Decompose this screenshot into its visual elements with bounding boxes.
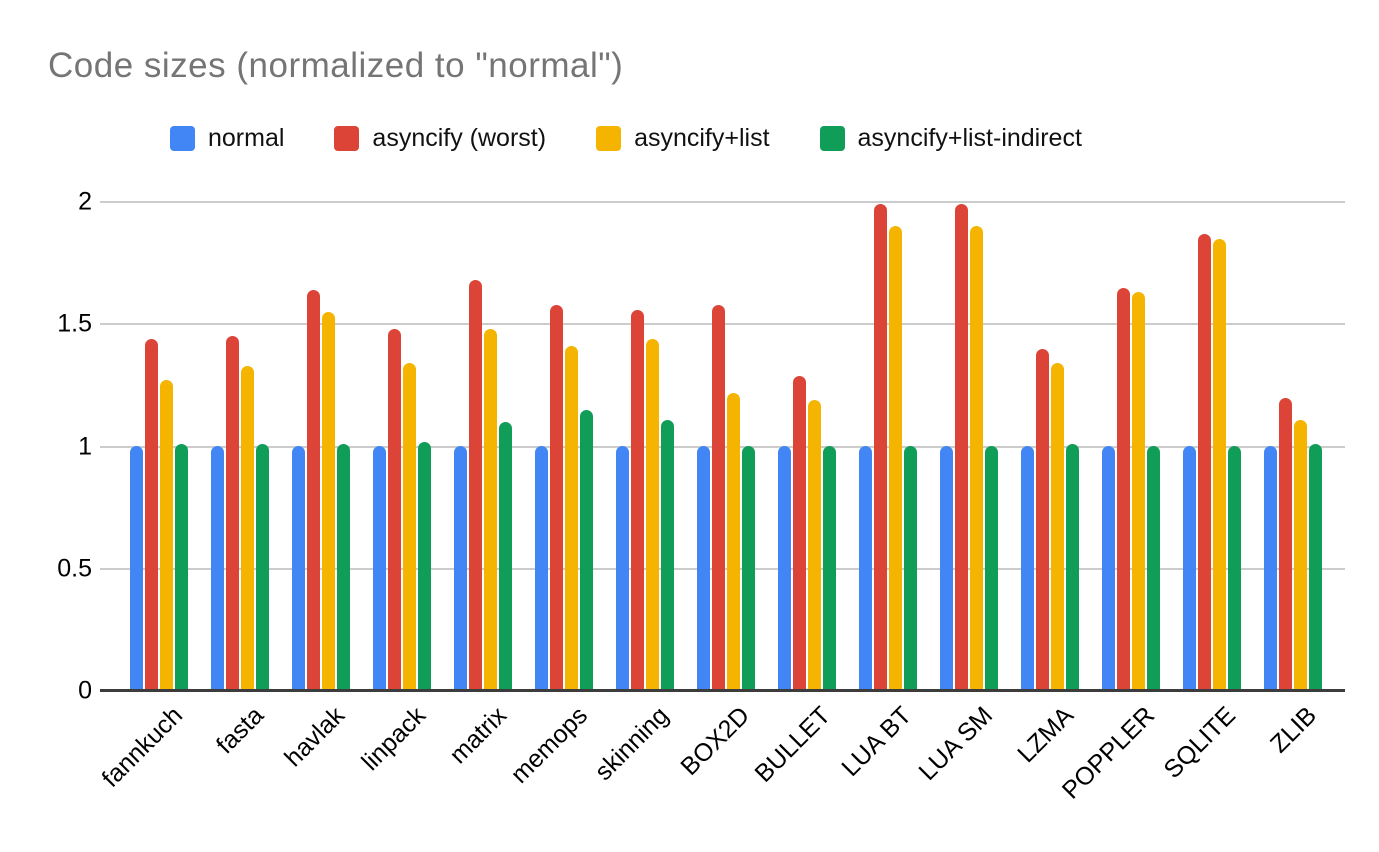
legend-label: asyncify (worst) (372, 124, 547, 152)
bar-asyncify-list-lua-bt (889, 226, 902, 691)
x-label-lua-bt: LUA BT (836, 701, 918, 783)
x-label-lua-sm: LUA SM (913, 701, 999, 786)
bar-asyncify-list-matrix (484, 329, 497, 691)
legend-item-asyncify-list-indirect: asyncify+list-indirect (819, 124, 1082, 153)
bar-asyncify-list-havlak (322, 312, 335, 691)
x-label-fasta: fasta (210, 701, 270, 760)
bar-asyncify-list-memops (565, 346, 578, 691)
bar-asyncify-list-box2d (727, 393, 740, 691)
bar-asyncify-worst-bullet (793, 376, 806, 691)
x-label-linpack: linpack (356, 701, 432, 777)
bar-asyncify-list-indirect-fannkuch (175, 444, 188, 691)
legend-swatch-asyncify-worst (334, 126, 360, 151)
x-label-fannkuch: fannkuch (96, 701, 189, 793)
x-label-skinning: skinning (589, 701, 675, 786)
bar-asyncify-worst-sqlite (1198, 234, 1211, 691)
bar-asyncify-list-indirect-havlak (337, 444, 350, 691)
y-tick-label-2: 2 (78, 187, 92, 216)
bar-asyncify-list-indirect-fasta (256, 444, 269, 691)
legend-swatch-asyncify-list (596, 126, 622, 151)
bar-asyncify-worst-lua-bt (874, 204, 887, 691)
bar-asyncify-list-indirect-linpack (418, 442, 431, 691)
bar-asyncify-worst-linpack (388, 329, 401, 691)
x-label-bullet: BULLET (749, 701, 837, 788)
bar-normal-matrix (454, 446, 467, 691)
bar-asyncify-worst-box2d (712, 305, 725, 691)
bar-asyncify-list-fannkuch (160, 380, 173, 691)
legend-label: asyncify+list (634, 124, 770, 152)
bar-normal-sqlite (1183, 446, 1196, 691)
bar-normal-lzma (1021, 446, 1034, 691)
bar-asyncify-worst-havlak (307, 290, 320, 691)
x-label-sqlite: SQLITE (1158, 701, 1242, 784)
x-label-zlib: ZLIB (1264, 701, 1323, 759)
bar-asyncify-list-lua-sm (970, 226, 983, 691)
legend-swatch-asyncify-list-indirect (819, 126, 845, 151)
x-label-matrix: matrix (444, 701, 513, 770)
y-tick-label-1: 1 (78, 432, 92, 460)
bar-asyncify-worst-lua-sm (955, 204, 968, 691)
bar-normal-box2d (697, 446, 710, 691)
bar-normal-havlak (292, 446, 305, 691)
bar-normal-fannkuch (130, 446, 143, 691)
gridline-2 (100, 201, 1345, 203)
chart-title: Code sizes (normalized to "normal") (48, 46, 624, 85)
bar-normal-lua-bt (859, 446, 872, 691)
bar-asyncify-list-lzma (1051, 363, 1064, 691)
legend: normal asyncify (worst) asyncify+list async… (170, 124, 1082, 153)
bar-normal-bullet (778, 446, 791, 691)
bar-asyncify-worst-fannkuch (145, 339, 158, 691)
legend-item-normal: normal (170, 124, 284, 153)
bar-normal-linpack (373, 446, 386, 691)
plot-area (100, 201, 1345, 692)
bar-asyncify-worst-fasta (226, 336, 239, 691)
y-tick-label-0: 0 (78, 676, 92, 705)
bar-asyncify-list-indirect-box2d (742, 446, 755, 691)
bar-normal-memops (535, 446, 548, 691)
bar-asyncify-list-indirect-zlib (1309, 444, 1322, 691)
bar-asyncify-list-bullet (808, 400, 821, 691)
legend-label: asyncify+list-indirect (857, 124, 1082, 152)
bar-asyncify-list-indirect-lzma (1066, 444, 1079, 691)
bar-asyncify-list-zlib (1294, 420, 1307, 691)
bar-asyncify-list-indirect-bullet (823, 446, 836, 691)
bar-asyncify-worst-zlib (1279, 398, 1292, 691)
bar-asyncify-list-indirect-memops (580, 410, 593, 691)
bar-normal-zlib (1264, 446, 1277, 691)
x-label-lzma: LZMA (1012, 701, 1080, 769)
bar-asyncify-list-indirect-lua-bt (904, 446, 917, 691)
x-label-memops: memops (505, 701, 594, 789)
bar-normal-lua-sm (940, 446, 953, 691)
legend-swatch-normal (170, 126, 195, 151)
legend-item-asyncify-list: asyncify+list (596, 124, 770, 153)
bar-asyncify-list-sqlite (1213, 239, 1226, 691)
bar-asyncify-worst-memops (550, 305, 563, 691)
bar-normal-fasta (211, 446, 224, 691)
x-label-box2d: BOX2D (675, 701, 756, 782)
bar-asyncify-list-indirect-matrix (499, 422, 512, 691)
x-label-havlak: havlak (279, 701, 351, 773)
bar-normal-skinning (616, 446, 629, 691)
bar-asyncify-worst-skinning (631, 310, 644, 691)
bar-asyncify-worst-matrix (469, 280, 482, 691)
bar-asyncify-list-fasta (241, 366, 254, 691)
bar-asyncify-list-linpack (403, 363, 416, 691)
bar-asyncify-list-indirect-sqlite (1228, 446, 1241, 691)
bar-asyncify-worst-poppler (1117, 288, 1130, 691)
x-axis-baseline (100, 689, 1345, 692)
legend-label: normal (208, 124, 285, 152)
bar-asyncify-list-skinning (646, 339, 659, 691)
bar-normal-poppler (1102, 446, 1115, 691)
bar-asyncify-list-indirect-poppler (1147, 446, 1160, 691)
y-tick-label-0.5: 0.5 (57, 554, 92, 583)
legend-item-asyncify-worst: asyncify (worst) (334, 124, 546, 153)
bar-asyncify-list-indirect-lua-sm (985, 446, 998, 691)
bar-asyncify-worst-lzma (1036, 349, 1049, 691)
bar-asyncify-list-indirect-skinning (661, 420, 674, 691)
bar-asyncify-list-poppler (1132, 292, 1145, 691)
y-tick-label-1.5: 1.5 (57, 309, 92, 338)
